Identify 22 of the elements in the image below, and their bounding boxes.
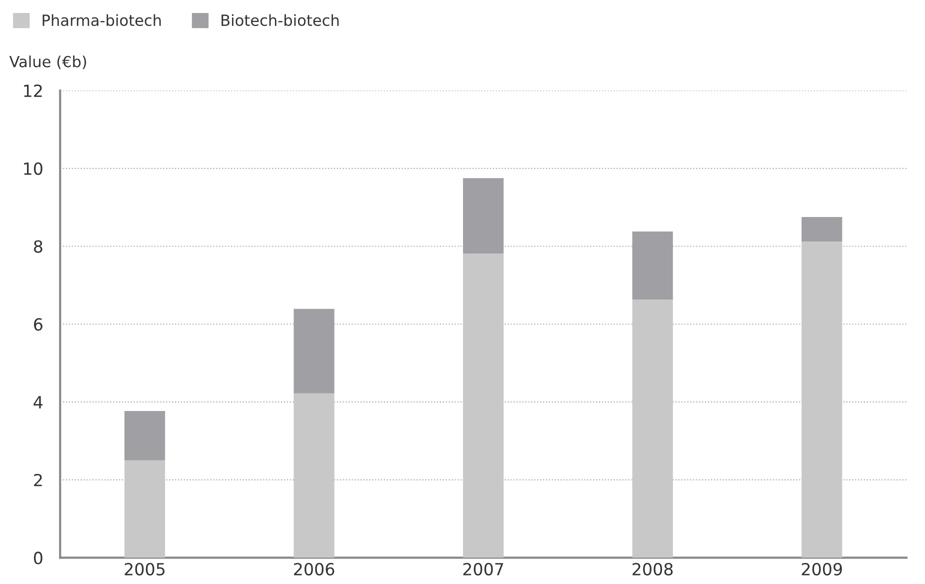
bar [632,300,673,558]
bar [463,254,504,558]
y-tick-label: 12 [24,84,42,97]
bar [124,460,166,558]
x-tick-label: 2006 [294,562,334,576]
bar [802,242,842,558]
bar [124,410,166,460]
x-tick-label: 2007 [463,562,504,576]
y-tick-label: 8 [34,240,42,253]
legend-label: Biotech-biotech [222,14,339,26]
x-tick-label: 2008 [632,562,673,576]
legend-label: Pharma-biotech [42,14,161,26]
bar [802,217,842,242]
bar [294,393,334,558]
x-tick-label: 2005 [124,562,165,576]
y-tick-label: 2 [34,474,42,486]
x-tick-label: 2009 [802,562,842,576]
y-tick-label: 6 [34,318,42,331]
y-axis-title: Value (€b) [9,56,86,70]
y-tick-label: 4 [34,396,43,408]
y-tick-label: 0 [34,552,42,564]
y-tick-label: 10 [24,162,42,175]
